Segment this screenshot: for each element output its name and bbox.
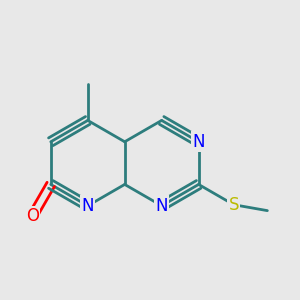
Text: O: O bbox=[26, 207, 39, 225]
Text: N: N bbox=[192, 133, 205, 151]
Text: N: N bbox=[82, 197, 94, 215]
Text: N: N bbox=[155, 197, 168, 215]
Text: S: S bbox=[229, 196, 239, 214]
